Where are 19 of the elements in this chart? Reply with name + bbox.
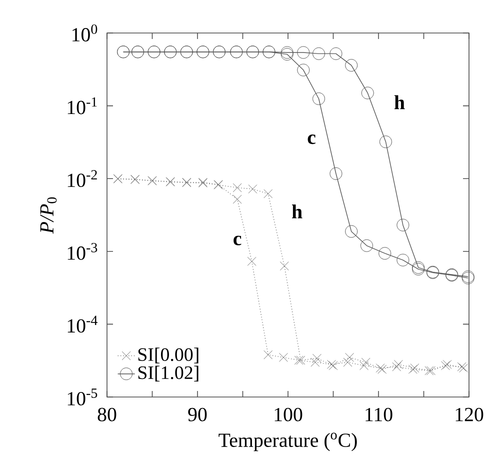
- x-axis-title: Temperature ($^{o}$C): [218, 432, 357, 452]
- y-tick-label: 10$^{-1}$: [68, 97, 97, 114]
- y-tick-label: 10$^{0}$: [72, 24, 98, 42]
- x-tick-label: 100: [274, 408, 302, 422]
- annotation: h: [292, 204, 302, 218]
- annotation: c: [234, 236, 242, 246]
- y-axis-title: P/P$_{0}$: [40, 197, 57, 234]
- y-tick-label: 10$^{-4}$: [68, 316, 98, 333]
- y-tick-label: 10$^{-2}$: [68, 170, 97, 188]
- x-tick-label: 120: [456, 408, 484, 422]
- x-tick-label: 90: [188, 408, 207, 422]
- x-tick-label: 80: [98, 408, 116, 422]
- legend-label: SI[0.00]: [138, 348, 198, 364]
- legend-label: SI[1.02]: [138, 366, 198, 382]
- annotation: c: [308, 134, 316, 144]
- x-tick-label: 110: [366, 408, 392, 422]
- y-tick-label: 10$^{-5}$: [68, 388, 98, 406]
- annotation: h: [394, 95, 405, 110]
- y-tick-label: 10$^{-3}$: [68, 242, 98, 260]
